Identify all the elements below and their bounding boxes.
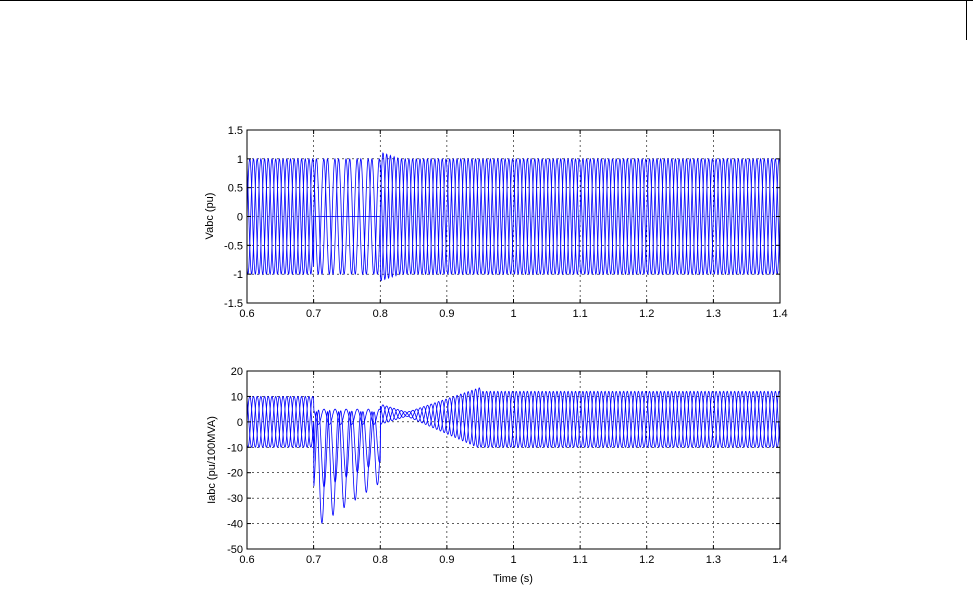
voltage-phase-line: [246, 154, 781, 281]
current-tick-labels: 0.6 0.7 0.8 0.9 1 1.1 1.2 1.3 1.4 -50 -40 -30 -20 -10…: [227, 366, 788, 566]
voltage-ylabel: Vabc (pu): [204, 193, 216, 240]
current-phase-line: [246, 388, 781, 488]
voltage-xtick-label: 0.6: [239, 308, 254, 320]
voltage-ytick-label: -0.5: [224, 240, 243, 252]
current-xtick-label: 1.1: [572, 554, 587, 566]
current-ytick-label: -40: [227, 519, 243, 531]
voltage-ytick-label: 0.5: [228, 183, 243, 195]
voltage-xtick-label: 1.2: [639, 308, 654, 320]
voltage-xtick-label: 0.8: [373, 308, 388, 320]
voltage-ytick-label: 1.5: [228, 125, 243, 137]
voltage-xtick-label: 0.7: [306, 308, 321, 320]
current-xtick-label: 1.4: [772, 554, 787, 566]
current-xtick-label: 1.2: [639, 554, 654, 566]
page-top-rule: [0, 0, 973, 1]
voltage-xtick-label: 1: [510, 308, 516, 320]
current-ytick-label: 0: [237, 417, 243, 429]
voltage-xtick-label: 1.3: [706, 308, 721, 320]
current-xlabel: Time (s): [493, 573, 533, 585]
voltage-ytick-label: -1: [233, 269, 243, 281]
current-series: [246, 387, 781, 524]
voltage-xtick-label: 1.1: [572, 308, 587, 320]
page-right-rule: [966, 0, 967, 40]
voltage-xtick-label: 0.9: [439, 308, 454, 320]
current-ytick-label: 20: [231, 366, 243, 378]
current-xtick-label: 0.8: [373, 554, 388, 566]
current-ytick-label: 10: [231, 391, 243, 403]
current-xtick-label: 0.9: [439, 554, 454, 566]
voltage-axes: 0.6 0.7 0.8 0.9 1 1.1 1.2 1.3 1.4 -1.5 -1 -0.5 0 0.5 1…: [204, 125, 788, 320]
voltage-series: [246, 152, 781, 282]
voltage-ytick-label: 0: [237, 212, 243, 224]
voltage-ytick-label: -1.5: [224, 298, 243, 310]
current-phase-line: [246, 389, 781, 524]
current-ytick-label: -50: [227, 544, 243, 556]
current-xtick-label: 0.6: [239, 554, 254, 566]
current-ytick-label: -20: [227, 468, 243, 480]
current-ytick-label: -10: [227, 442, 243, 454]
voltage-xtick-label: 1.4: [772, 308, 787, 320]
current-xtick-label: 1: [510, 554, 516, 566]
voltage-phase-line: [246, 153, 781, 282]
current-xtick-label: 1.3: [706, 554, 721, 566]
current-ytick-label: -30: [227, 493, 243, 505]
current-ylabel: Iabc (pu/100MVA): [206, 416, 218, 504]
current-axes: 0.6 0.7 0.8 0.9 1 1.1 1.2 1.3 1.4 -50 -40 -30 -20 -10…: [206, 366, 788, 585]
current-phase-line: [246, 387, 781, 448]
current-xtick-label: 0.7: [306, 554, 321, 566]
voltage-ytick-label: 1: [237, 154, 243, 166]
voltage-tick-labels: 0.6 0.7 0.8 0.9 1 1.1 1.2 1.3 1.4 -1.5 -1 -0.5 0 0.5 1…: [224, 125, 788, 320]
